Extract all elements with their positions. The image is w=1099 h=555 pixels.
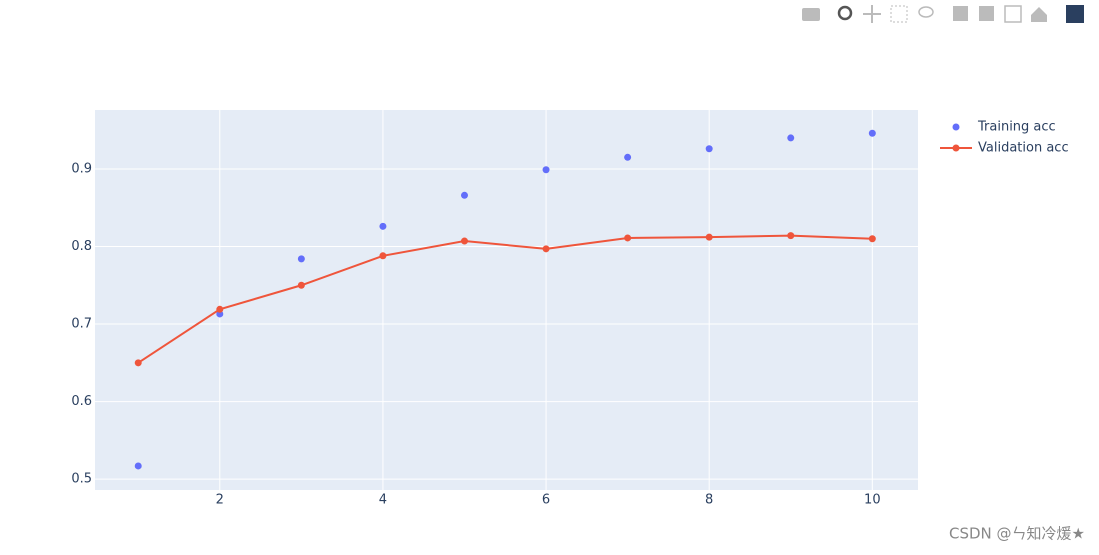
point [868, 129, 876, 137]
point [787, 232, 795, 240]
y-tick-label: 0.7 [71, 317, 92, 332]
autoscale-icon[interactable] [1004, 5, 1022, 23]
zoom-icon[interactable] [837, 5, 853, 21]
x-tick-label: 2 [216, 493, 224, 508]
select-icon[interactable] [890, 5, 908, 23]
y-tick-label: 0.8 [71, 239, 92, 254]
lasso-icon[interactable] [918, 6, 934, 18]
watermark: CSDN @ㄣ知冷煖★ [949, 525, 1085, 543]
legend-marker [952, 144, 960, 152]
point [134, 462, 142, 470]
legend-label: Validation acc [978, 141, 1069, 156]
x-tick-label: 4 [379, 493, 387, 508]
y-tick-label: 0.9 [71, 161, 92, 176]
point [379, 222, 387, 230]
legend-marker [952, 123, 960, 131]
point [460, 191, 468, 199]
plotly-logo[interactable] [1066, 5, 1084, 23]
point [624, 153, 632, 161]
point [868, 235, 876, 243]
x-tick-label: 8 [705, 493, 713, 508]
x-tick-label: 10 [864, 493, 881, 508]
zoom-in-icon[interactable] [953, 6, 968, 21]
modebar[interactable] [802, 5, 1084, 23]
point [705, 145, 713, 153]
point [379, 252, 387, 260]
plot-area [95, 110, 918, 490]
point [460, 237, 468, 245]
point [624, 234, 632, 242]
point [542, 166, 550, 174]
zoom-out-icon[interactable] [979, 6, 994, 21]
y-tick-label: 0.6 [71, 394, 92, 409]
point [134, 359, 142, 367]
pan-icon[interactable] [863, 5, 881, 23]
reset-icon[interactable] [1031, 7, 1047, 22]
camera-icon[interactable] [802, 8, 820, 21]
point [705, 233, 713, 241]
point [787, 134, 795, 142]
point [542, 245, 550, 253]
x-tick-label: 6 [542, 493, 550, 508]
point [216, 305, 224, 313]
y-tick-label: 0.5 [71, 472, 92, 487]
legend-label: Training acc [977, 120, 1056, 135]
point [297, 281, 305, 289]
point [297, 255, 305, 263]
line [137, 234, 873, 364]
